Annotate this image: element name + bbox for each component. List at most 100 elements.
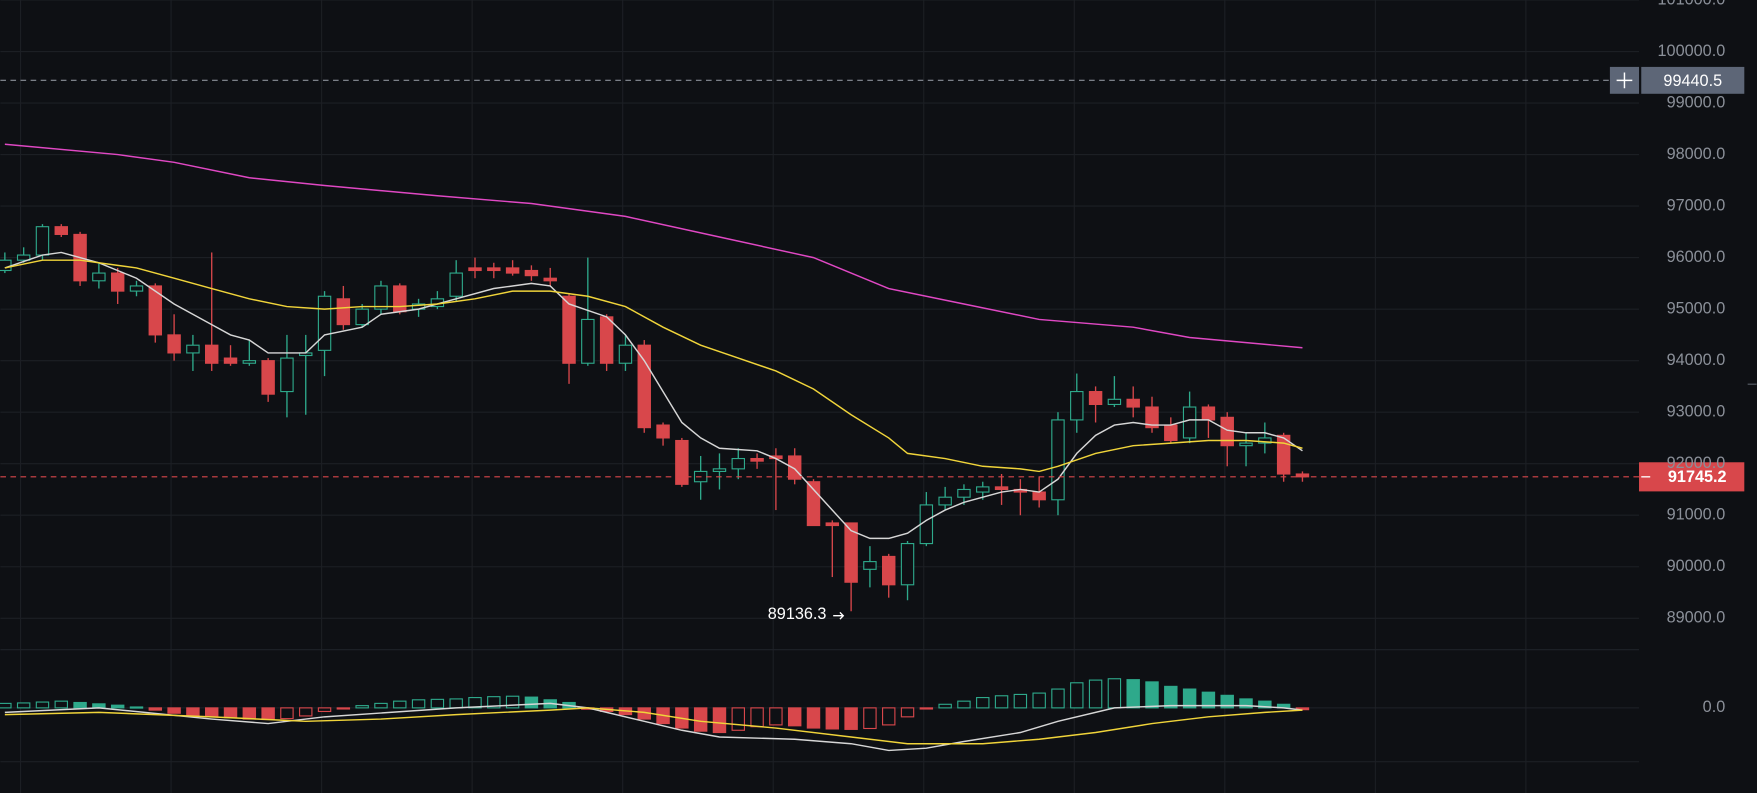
macd-histogram-bar: [317, 707, 332, 713]
candle-body: [1126, 398, 1140, 408]
candle-body: [1276, 434, 1291, 475]
y-tick-label: 92000.0: [1667, 454, 1726, 472]
macd-histogram-bar: [938, 703, 952, 709]
macd-histogram-bar: [186, 707, 200, 717]
macd-histogram-bar: [204, 707, 219, 718]
candle-body: [900, 543, 915, 586]
macd-histogram-bar: [487, 696, 501, 709]
candle-body: [468, 267, 482, 272]
crosshair-price-box: [1641, 66, 1745, 94]
macd-histogram-bar: [449, 698, 463, 709]
candle-body: [1088, 391, 1103, 406]
y-tick-label: 94000.0: [1667, 351, 1726, 369]
candle-body: [261, 360, 275, 395]
candle-body: [148, 285, 163, 336]
candle-body: [487, 267, 501, 272]
candle-body: [1070, 391, 1084, 421]
candle-body: [1107, 398, 1122, 406]
y-tick-label: 98000.0: [1667, 145, 1726, 163]
macd-histogram-bar: [355, 705, 369, 709]
moving-average-line: [4, 251, 1303, 540]
y-tick-label: 90000.0: [1667, 557, 1726, 575]
candle-body: [731, 457, 746, 470]
macd-histogram-bar: [167, 707, 181, 714]
candle-body: [882, 555, 896, 586]
candle-body: [16, 254, 31, 261]
candle-body: [599, 316, 614, 364]
candle-body: [242, 360, 257, 364]
macd-histogram-bar: [787, 707, 802, 727]
macd-histogram-bar: [1182, 688, 1197, 709]
macd-histogram-bar: [900, 707, 915, 718]
candle-body: [1239, 442, 1253, 447]
macd-histogram-bar: [882, 707, 896, 726]
candle-body: [1032, 491, 1046, 501]
macd-histogram-bar: [769, 707, 783, 726]
macd-histogram-bar: [1107, 678, 1122, 709]
macd-histogram-bar: [994, 695, 1009, 709]
macd-histogram-bar: [825, 707, 840, 730]
candle-body: [581, 318, 595, 364]
candle-body: [1182, 406, 1197, 439]
candle-body: [186, 344, 200, 354]
y-tick-label: 96000.0: [1667, 248, 1726, 266]
candle-body: [1201, 406, 1216, 421]
last-price-box: [1639, 462, 1745, 492]
macd-histogram-bar: [919, 707, 934, 710]
candle-body: [750, 457, 764, 462]
macd-histogram-bar: [35, 701, 50, 709]
candle-body: [825, 522, 840, 527]
macd-histogram-bar: [393, 700, 407, 709]
macd-histogram-bar: [524, 696, 539, 709]
macd-histogram-bar: [1051, 688, 1065, 709]
macd-histogram-bar: [1239, 698, 1253, 709]
macd-histogram-bar: [299, 707, 313, 717]
macd-histogram-bar: [280, 707, 294, 720]
macd-histogram-bar: [693, 707, 708, 732]
macd-histogram-bar: [430, 698, 445, 709]
macd-histogram-bar: [129, 706, 144, 709]
candle-body: [110, 272, 125, 292]
candle-body: [1258, 437, 1272, 444]
y-tick-label: 91000.0: [1667, 506, 1726, 524]
candle-body: [505, 267, 520, 274]
y-tick-label: 93000.0: [1667, 402, 1726, 420]
macd-histogram-bar: [750, 707, 764, 728]
macd-histogram-bar: [731, 707, 746, 731]
plot-area: [0, 143, 1310, 752]
low-annotation-arrow: [833, 611, 845, 620]
macd-histogram-bar: [16, 702, 31, 709]
macd-histogram-bar: [976, 697, 990, 709]
candle-body: [167, 334, 181, 354]
candle-body: [919, 504, 934, 545]
last-price-label: 91745.2: [1668, 468, 1727, 486]
candle-body: [637, 344, 651, 429]
macd-histogram-bar: [223, 707, 238, 719]
candle-body: [92, 272, 106, 282]
candle-body: [863, 561, 877, 570]
candle-body: [204, 344, 219, 364]
candle-body: [449, 272, 463, 297]
macd-histogram-bar: [806, 707, 821, 729]
macd-histogram-bar: [1032, 692, 1046, 709]
candle-body: [54, 226, 68, 235]
candle-body: [393, 285, 407, 313]
candle-body: [1051, 419, 1065, 501]
macd-tick-label: 0.0: [1703, 698, 1726, 716]
macd-histogram-bar: [411, 699, 426, 709]
y-tick-label: 95000.0: [1667, 299, 1726, 317]
candle-body: [712, 468, 727, 472]
candle-body: [806, 481, 821, 527]
candle-body: [336, 298, 351, 326]
candle-body: [562, 295, 576, 364]
candle-body: [656, 424, 670, 439]
moving-average-line: [4, 143, 1303, 349]
candle-body: [844, 522, 858, 583]
macd-histogram-bar: [336, 707, 351, 710]
candle-body: [543, 277, 557, 282]
macd-histogram-bar: [957, 700, 971, 709]
crosshair-price-label: 99440.5: [1663, 72, 1722, 90]
